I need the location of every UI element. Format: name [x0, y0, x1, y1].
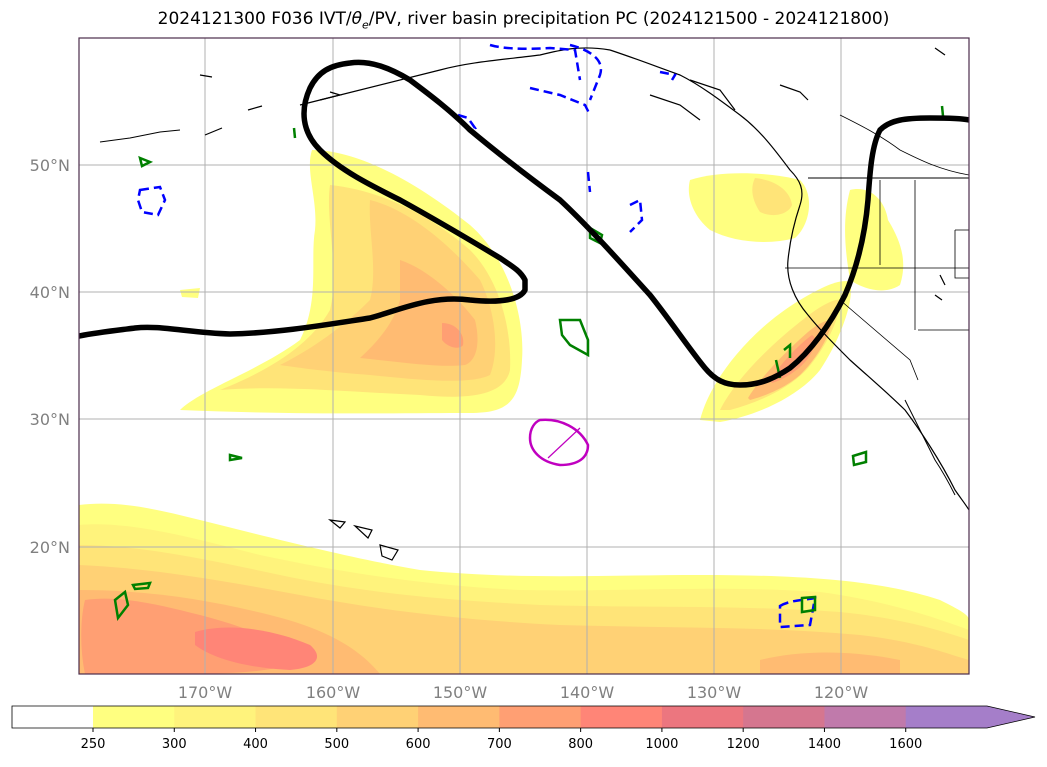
colorbar-segment — [743, 706, 825, 728]
colorbar-segment — [580, 706, 663, 728]
ivt-contour — [79, 59, 969, 388]
colorbar-tick-label: 250 — [81, 737, 106, 752]
lon-label-160w: 160°W — [306, 683, 361, 702]
lat-label-50: 50°N — [30, 156, 70, 175]
colorbar-outline — [11, 705, 1036, 729]
colorbar-segment — [824, 706, 907, 728]
pv-positive-contours — [113, 105, 945, 622]
colorbar-tick-label: 1000 — [645, 737, 678, 752]
colorbar-segments — [93, 706, 988, 728]
colorbar-under — [12, 706, 93, 728]
colorbar-tick-label: 700 — [487, 737, 512, 752]
longitude-labels: 170°W 160°W 150°W 140°W 130°W 120°W — [178, 683, 869, 702]
colorbar-tick-label: 400 — [243, 737, 268, 752]
precip-pc-contour — [528, 418, 590, 467]
colorbar-tick-label: 1600 — [889, 737, 922, 752]
colorbar-tick-label: 600 — [406, 737, 431, 752]
lat-label-30: 30°N — [30, 410, 70, 429]
colorbar-segment — [93, 706, 175, 728]
lon-label-170w: 170°W — [178, 683, 233, 702]
lat-label-40: 40°N — [30, 283, 70, 302]
colorbar-segment — [174, 706, 257, 728]
lon-label-140w: 140°W — [560, 683, 615, 702]
lat-label-20: 20°N — [30, 538, 70, 557]
graticule — [79, 38, 969, 674]
latitude-labels: 50°N 40°N 30°N 20°N — [30, 156, 70, 557]
colorbar-ticks: 250 300 400 500 600 700 800 1000 1200 1400 1600 — [81, 728, 922, 752]
colorbar-tick-label: 1400 — [808, 737, 841, 752]
colorbar-segment — [499, 706, 582, 728]
colorbar-segment — [336, 706, 419, 728]
colorbar-segment — [255, 706, 338, 728]
colorbar-segment — [661, 706, 744, 728]
lon-label-150w: 150°W — [433, 683, 488, 702]
map-panel — [79, 38, 969, 674]
map-frame — [78, 37, 970, 675]
pv-negative-contours — [136, 43, 817, 629]
lon-label-120w: 120°W — [814, 683, 869, 702]
colorbar-extend-arrow — [987, 706, 1035, 728]
colorbar-segment — [418, 706, 500, 728]
ivt-shading — [79, 150, 969, 674]
colorbar-tick-label: 1200 — [727, 737, 760, 752]
colorbar: 250 300 400 500 600 700 800 1000 1200 1400 1600 — [11, 705, 1036, 752]
pv-contours — [113, 43, 945, 629]
colorbar-segment — [905, 706, 988, 728]
colorbar-tick-label: 300 — [162, 737, 187, 752]
colorbar-tick-label: 800 — [568, 737, 593, 752]
lon-label-130w: 130°W — [687, 683, 742, 702]
map-title: 2024121300 F036 IVT/θe/PV, river basin p… — [157, 9, 890, 32]
colorbar-tick-label: 500 — [324, 737, 349, 752]
